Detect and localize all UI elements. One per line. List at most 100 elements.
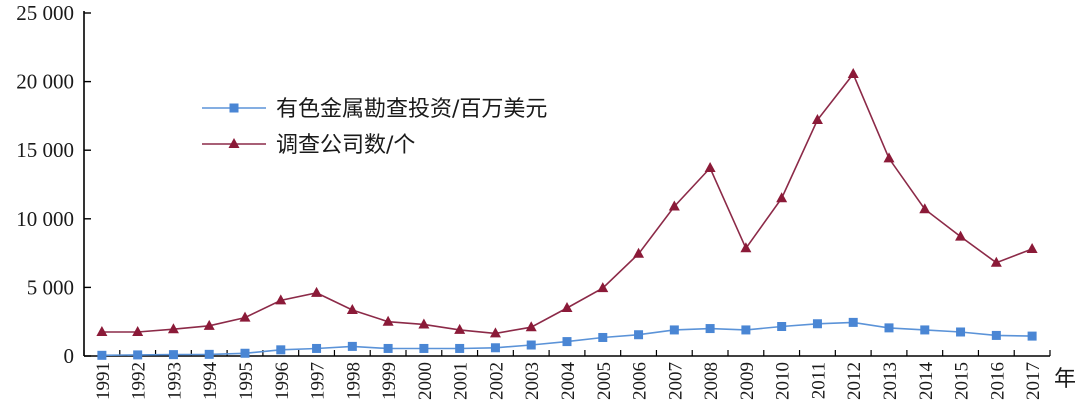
- series-2-point: [311, 286, 323, 297]
- series-1-point: [240, 348, 250, 358]
- x-tick-label: 1996: [272, 362, 293, 400]
- series-1-point: [490, 343, 500, 353]
- y-tick-label: 10 000: [16, 207, 74, 231]
- y-tick-label: 0: [64, 344, 75, 368]
- series-2-point: [633, 247, 645, 258]
- x-tick-label: 2008: [701, 362, 722, 400]
- series-1-point: [526, 340, 536, 350]
- series-2: [96, 68, 1038, 338]
- x-tick-label: 1991: [93, 362, 114, 400]
- x-tick-label: 2000: [415, 362, 436, 400]
- x-tick-label: 1992: [129, 362, 150, 400]
- series-2-point: [740, 242, 752, 253]
- series-1-point: [598, 332, 608, 342]
- series-2-point: [1026, 242, 1038, 253]
- series-1-point: [741, 325, 751, 335]
- x-axis-unit-label: 年: [1054, 367, 1076, 392]
- x-tick-label: 2003: [522, 362, 543, 400]
- series-2-point: [167, 323, 179, 334]
- series-2-point: [228, 138, 240, 148]
- x-tick-label: 2010: [773, 362, 794, 400]
- series-2-point: [919, 203, 931, 214]
- series-2-point: [883, 152, 895, 163]
- series-1-point: [168, 350, 178, 360]
- x-tick-label: 2014: [916, 362, 937, 401]
- series-2-point: [704, 162, 716, 173]
- x-tick-label: 1994: [200, 362, 221, 401]
- series-2-point: [811, 114, 823, 125]
- x-tick-label: 2012: [844, 362, 865, 400]
- series-1-point: [97, 350, 107, 360]
- x-tick-label: 2001: [451, 362, 472, 400]
- x-tick-label: 2009: [737, 362, 758, 400]
- y-axis-ticks: 0 5 000 10 000 15 000 20 000 25 000: [16, 1, 91, 368]
- series-1-point: [848, 317, 858, 327]
- x-tick-label: 2013: [880, 362, 901, 400]
- legend-label-2: 调查公司数/个: [276, 133, 415, 158]
- x-tick-label: 2015: [952, 362, 973, 400]
- y-tick-label: 25 000: [16, 1, 74, 25]
- series-1-point: [276, 345, 286, 355]
- series-2-line: [101, 72, 1033, 335]
- series-1-point: [455, 343, 465, 353]
- series-2-point: [597, 282, 609, 293]
- series-1-point: [777, 322, 787, 332]
- x-tick-label: 2017: [1023, 362, 1044, 400]
- series-1-point: [419, 343, 429, 353]
- series-2-point: [847, 68, 859, 79]
- series-1-point: [991, 330, 1001, 340]
- x-tick-label: 2011: [808, 362, 829, 399]
- x-tick-label: 2007: [665, 362, 686, 400]
- series-1-point: [133, 350, 143, 360]
- x-tick-label: 2006: [630, 362, 651, 400]
- series-2-point: [239, 311, 251, 322]
- series-1: [97, 317, 1037, 360]
- x-tick-label: 1998: [343, 362, 364, 400]
- series-1-point: [562, 337, 572, 347]
- series-1-point: [812, 319, 822, 329]
- x-tick-label: 2005: [594, 362, 615, 400]
- x-tick-label: 1995: [236, 362, 257, 400]
- series-2-point: [382, 315, 394, 326]
- series-2-point: [990, 256, 1002, 267]
- series-2-point: [525, 321, 537, 332]
- series-1-point: [920, 325, 930, 335]
- series-2-point: [668, 200, 680, 211]
- series-2-point: [275, 294, 287, 305]
- series-1-point: [705, 324, 715, 334]
- series-2-point: [955, 230, 967, 241]
- series-2-point: [561, 301, 573, 312]
- y-tick-label: 20 000: [16, 70, 74, 94]
- series-2-point: [96, 325, 108, 336]
- series-2-point: [776, 192, 788, 203]
- series-1-point: [634, 330, 644, 340]
- x-tick-label: 1997: [308, 362, 329, 400]
- series-2-point: [418, 318, 430, 329]
- x-tick-label: 2004: [558, 362, 579, 401]
- y-tick-label: 5 000: [27, 275, 74, 299]
- x-tick-label: 2002: [486, 362, 507, 400]
- series-1-point: [312, 343, 322, 353]
- series-1-point: [383, 343, 393, 353]
- series-2-point: [346, 304, 358, 315]
- series-2-point: [203, 319, 215, 330]
- series-1-point: [1027, 331, 1037, 341]
- x-tick-label: 1999: [379, 362, 400, 400]
- series-1-point: [204, 349, 214, 359]
- series-1-point: [884, 323, 894, 333]
- series-2-point: [454, 323, 466, 334]
- x-axis-ticks: 1991 1992 1993 1994 1995 1996 1997 1998 1999 2000…: [83, 350, 1051, 401]
- chart-series: [96, 68, 1038, 360]
- series-1-point: [669, 325, 679, 335]
- series-1-point: [347, 341, 357, 351]
- x-tick-label: 1993: [164, 362, 185, 400]
- series-1-point: [956, 327, 966, 337]
- y-tick-label: 15 000: [16, 138, 74, 162]
- legend-label-1: 有色金属勘查投资/百万美元: [276, 97, 547, 122]
- series-1-point: [229, 103, 239, 113]
- series-2-point: [132, 325, 144, 336]
- series-2-point: [489, 327, 501, 338]
- x-tick-label: 2016: [987, 362, 1008, 400]
